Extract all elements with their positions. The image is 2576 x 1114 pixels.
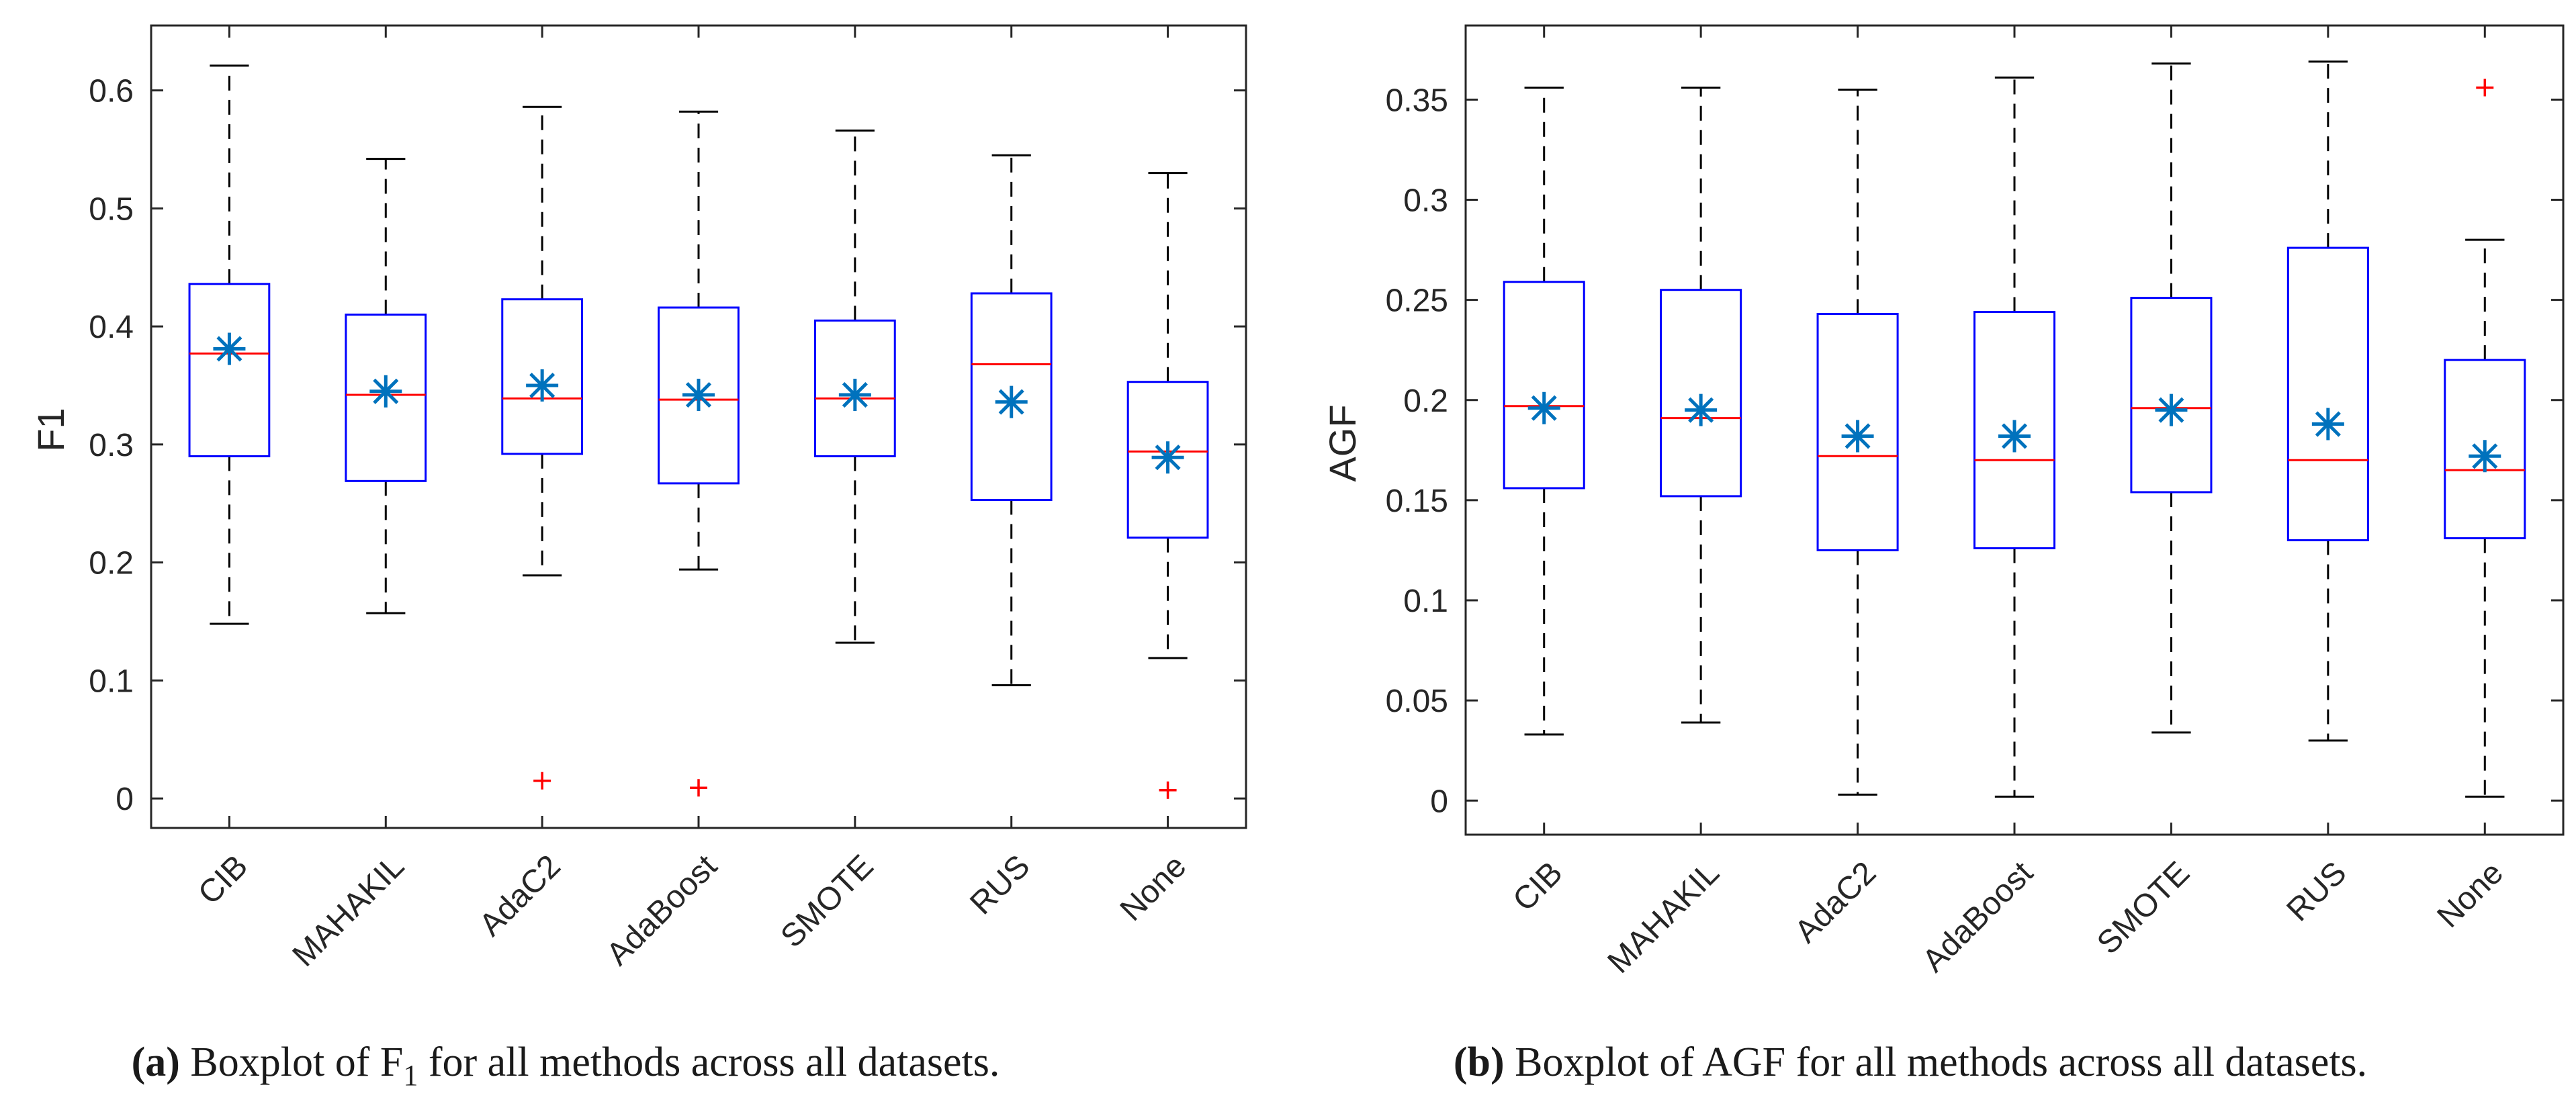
- x-tick-label: AdaC2: [473, 848, 568, 943]
- box-iqr: [2444, 359, 2526, 540]
- y-tick-label: 0.1: [89, 663, 134, 699]
- box-iqr: [188, 283, 271, 457]
- caption-a-tail: for all methods across all datasets.: [418, 1039, 1000, 1085]
- mean-marker: [1151, 441, 1184, 474]
- mean-marker-stroke: [1688, 397, 1714, 423]
- caption-b-letter: (b): [1454, 1039, 1505, 1085]
- mean-marker: [838, 379, 871, 412]
- x-tick-label: MAHAKIL: [1601, 855, 1726, 980]
- x-tick-label: None: [2430, 855, 2510, 935]
- x-tick-label: None: [1114, 848, 1194, 928]
- y-tick-label: 0.25: [1386, 283, 1448, 319]
- mean-marker: [2469, 440, 2501, 473]
- x-tick-label: AdaC2: [1788, 855, 1883, 949]
- y-tick-label: 0.4: [89, 310, 134, 345]
- mean-marker-stroke: [1531, 395, 1557, 421]
- box-iqr: [501, 298, 584, 455]
- y-axis-label: AGF: [1321, 404, 1364, 481]
- y-tick-label: 0.5: [89, 191, 134, 227]
- caption-a-letter: (a): [132, 1039, 180, 1085]
- caption-a: (a) Boxplot of F1 for all methods across…: [132, 1039, 1000, 1092]
- mean-marker-stroke: [998, 389, 1024, 415]
- mean-marker: [213, 332, 246, 365]
- box-iqr: [1660, 289, 1742, 498]
- mean-marker-stroke: [1845, 423, 1871, 449]
- y-axis-label: F1: [30, 408, 72, 451]
- box-iqr: [970, 292, 1053, 501]
- y-tick-label: 0: [1430, 784, 1448, 819]
- caption-b-text: Boxplot of AGF for all methods across al…: [1505, 1039, 2368, 1085]
- mean-marker: [1685, 393, 1718, 426]
- box-iqr: [813, 319, 896, 457]
- y-tick-label: 0.2: [1403, 383, 1448, 419]
- y-tick-label: 0.35: [1386, 83, 1448, 118]
- y-tick-label: 0.3: [89, 428, 134, 463]
- mean-marker: [682, 379, 715, 412]
- mean-marker-stroke: [2472, 443, 2498, 469]
- mean-marker: [369, 375, 402, 408]
- mean-marker: [1527, 391, 1560, 424]
- y-tick-label: 0.05: [1386, 684, 1448, 719]
- y-tick-label: 0.15: [1386, 483, 1448, 519]
- x-tick-label: SMOTE: [774, 848, 880, 954]
- mean-marker: [1841, 420, 1874, 453]
- x-tick-label: MAHAKIL: [286, 848, 411, 973]
- boxplot-agf-chart: 0 0.05 0.1 0.15 0.2 0.25 0.3 0.35 AGF CIB MAHAKIL A…: [1321, 24, 2565, 980]
- y-tick-label: 0.6: [89, 74, 134, 109]
- mean-marker: [2311, 408, 2344, 440]
- outlier-marker: [1159, 781, 1177, 799]
- x-tick-label: RUS: [2280, 855, 2353, 928]
- mean-marker-stroke: [529, 372, 556, 399]
- mean-marker-stroke: [373, 378, 399, 404]
- outlier-marker: [2476, 79, 2494, 97]
- mean-marker: [2155, 393, 2188, 426]
- y-tick-label: 0.3: [1403, 183, 1448, 218]
- mean-marker-stroke: [842, 382, 868, 408]
- box-iqr: [658, 306, 740, 485]
- boxplot-f1-chart: 0 0.1 0.2 0.3 0.4 0.5 0.6 F1 CIB MAHAKIL AdaC2 AdaB…: [30, 24, 1247, 974]
- mean-marker-stroke: [2001, 423, 2028, 449]
- mean-marker: [1998, 420, 2031, 453]
- x-tick-label: AdaBoost: [1916, 855, 2040, 979]
- x-tick-label: CIB: [1506, 855, 1569, 918]
- x-tick-label: SMOTE: [2090, 855, 2196, 961]
- mean-marker-stroke: [685, 382, 712, 408]
- caption-b: (b) Boxplot of AGF for all methods acros…: [1454, 1039, 2367, 1085]
- mean-marker-stroke: [2315, 411, 2341, 437]
- plot-area-frame: [150, 24, 1247, 829]
- box-iqr: [2286, 246, 2369, 542]
- box-iqr: [1816, 313, 1899, 551]
- mean-marker: [526, 369, 559, 402]
- outlier-marker: [533, 772, 551, 790]
- mean-marker-stroke: [1155, 445, 1181, 471]
- outlier-marker: [690, 779, 707, 797]
- y-tick-label: 0.2: [89, 546, 134, 582]
- x-tick-label: RUS: [963, 848, 1036, 921]
- box-iqr: [1973, 311, 2056, 549]
- mean-marker-stroke: [216, 336, 242, 362]
- box-iqr: [1503, 281, 1585, 490]
- caption-a-text: Boxplot of F: [180, 1039, 403, 1085]
- box-iqr: [345, 314, 427, 482]
- x-tick-label: CIB: [191, 848, 255, 911]
- x-tick-label: AdaBoost: [600, 848, 724, 972]
- box-iqr: [1126, 381, 1209, 539]
- y-tick-label: 0.1: [1403, 584, 1448, 619]
- box-iqr: [2130, 297, 2213, 494]
- caption-a-subscript: 1: [403, 1059, 418, 1092]
- mean-marker: [995, 385, 1028, 418]
- y-tick-label: 0: [116, 782, 134, 817]
- mean-marker-stroke: [2158, 397, 2184, 423]
